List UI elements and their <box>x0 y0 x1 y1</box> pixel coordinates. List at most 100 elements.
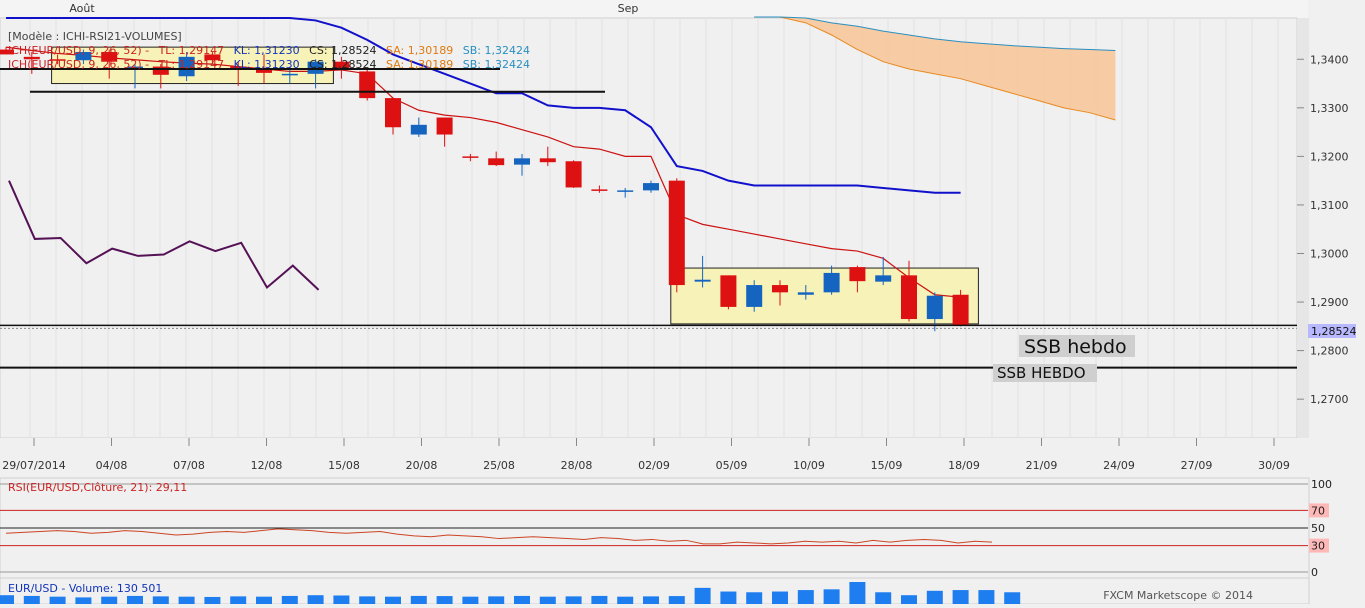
date-tick-label: 18/09 <box>948 459 980 472</box>
volume-bar <box>359 596 376 604</box>
candle-body <box>617 190 634 192</box>
volume-bar <box>307 595 324 604</box>
volume-bar <box>565 596 582 604</box>
rsi-level-label: 30 <box>1311 540 1325 553</box>
current-price-label: 1,28524 <box>1311 325 1357 338</box>
date-tick-label: 02/09 <box>638 459 670 472</box>
candle-body <box>127 66 143 69</box>
volume-bar <box>823 589 840 604</box>
date-tick-label: 04/08 <box>96 459 128 472</box>
date-tick-label: 15/09 <box>871 459 903 472</box>
legend-cs-2: CS: 1,28524 <box>309 58 377 71</box>
candle-body <box>75 51 92 61</box>
candle-body <box>668 180 685 286</box>
annotation-ssb-hebdo[interactable]: SSB hebdo <box>1024 336 1127 358</box>
volume-bar <box>539 596 556 604</box>
volume-bar <box>410 595 427 604</box>
ichimoku-cloud <box>754 16 1116 121</box>
candle-body <box>643 183 659 191</box>
tenkan-line <box>5 46 961 298</box>
legend-sb: SB: 1,32424 <box>462 44 530 57</box>
candle-body <box>901 275 917 320</box>
watermark: FXCM Marketscope © 2014 <box>1103 589 1253 602</box>
candles <box>0 47 969 332</box>
candle-body <box>772 285 788 293</box>
candle-body <box>823 272 840 293</box>
candle-body <box>307 61 324 74</box>
candle-body <box>565 161 582 188</box>
volume-bar <box>333 595 350 604</box>
date-tick-label: 12/08 <box>251 459 283 472</box>
candle-body <box>488 158 505 166</box>
candle-body <box>746 285 763 307</box>
candle-body <box>230 66 247 69</box>
candle-body <box>0 49 14 55</box>
volume-bar <box>281 595 298 604</box>
volume-bar <box>436 596 453 604</box>
annotation-ssb-hebdo-upper[interactable]: SSB HEBDO <box>997 364 1086 382</box>
volume-bar <box>204 596 221 604</box>
price-tick-label: 1,3200 <box>1310 150 1349 163</box>
chikou-line <box>8 180 320 291</box>
candle-body <box>49 59 66 61</box>
date-tick-label: 21/09 <box>1026 459 1058 472</box>
senkou-b-line <box>754 16 1116 52</box>
price-pane-scrollbar[interactable] <box>1297 18 1309 438</box>
candle-body <box>875 275 892 282</box>
candle-body <box>178 56 195 77</box>
legend-tl-2: TL: 1,29147 <box>158 58 225 71</box>
ichimoku-legend: ICH(EUR/USD, 9, 26, 52) - TL: 1,29147 KL… <box>8 44 536 57</box>
date-tick-label: 30/09 <box>1258 459 1290 472</box>
candle-body <box>849 267 866 282</box>
cloud-area <box>754 17 1116 120</box>
volume-bar <box>514 595 530 604</box>
senkou-a-line <box>754 16 1116 121</box>
volume-bar <box>926 590 943 604</box>
rsi-layer: 100 70 50 30 0 <box>0 478 1332 579</box>
volume-bar <box>849 582 866 604</box>
legend-cs: CS: 1,28524 <box>309 44 377 57</box>
volume-bar <box>23 595 40 604</box>
date-axis: 29/07/2014 04/08 07/08 12/08 15/08 20/08 25/08… <box>2 438 1290 472</box>
annotation-ssb-hebdo-bg <box>1019 335 1135 357</box>
price-tick-label: 1,3100 <box>1310 199 1349 212</box>
rsi-level-label: 50 <box>1311 522 1325 535</box>
volume-bar <box>720 591 737 604</box>
volume-bar <box>1004 592 1021 604</box>
volume-bar <box>772 591 788 604</box>
date-tick-label: 05/09 <box>716 459 748 472</box>
horizontal-levels <box>0 67 1297 369</box>
candle-body <box>333 61 350 69</box>
date-tick-label: 29/07/2014 <box>2 459 65 472</box>
rsi-level-label: 100 <box>1311 478 1332 491</box>
candle-body <box>101 51 118 62</box>
candle-body <box>462 156 479 158</box>
date-tick-label: 25/08 <box>483 459 515 472</box>
price-tick-label: 1,3400 <box>1310 53 1349 66</box>
month-label-aout: Août <box>69 2 95 15</box>
candle-body <box>204 54 221 61</box>
legend-tl: TL: 1,29147 <box>158 44 225 57</box>
volume-bar <box>797 590 814 604</box>
model-label: [Modèle : ICHI-RSI21-VOLUMES] <box>8 30 182 43</box>
price-tick-label: 1,3300 <box>1310 102 1349 115</box>
date-tick-label: 07/08 <box>173 459 205 472</box>
candle-body <box>281 73 298 76</box>
date-tick-label: 27/09 <box>1181 459 1213 472</box>
volume-bar <box>668 596 685 604</box>
volume-bar <box>256 596 272 604</box>
volume-bar <box>152 596 169 604</box>
rsi-title: RSI(EUR/USD,Clôture, 21): 29,11 <box>8 481 188 494</box>
legend-kl: KL: 1,31230 <box>233 44 300 57</box>
date-tick-label: 15/08 <box>328 459 360 472</box>
candle-body <box>359 71 376 99</box>
legend-sb-2: SB: 1,32424 <box>462 58 530 71</box>
volume-bar <box>462 596 479 604</box>
volume-bar <box>901 595 917 604</box>
volume-bar <box>127 595 143 604</box>
volume-bar <box>643 596 659 604</box>
price-tick-label: 1,2900 <box>1310 296 1349 309</box>
volume-bar <box>978 590 995 604</box>
